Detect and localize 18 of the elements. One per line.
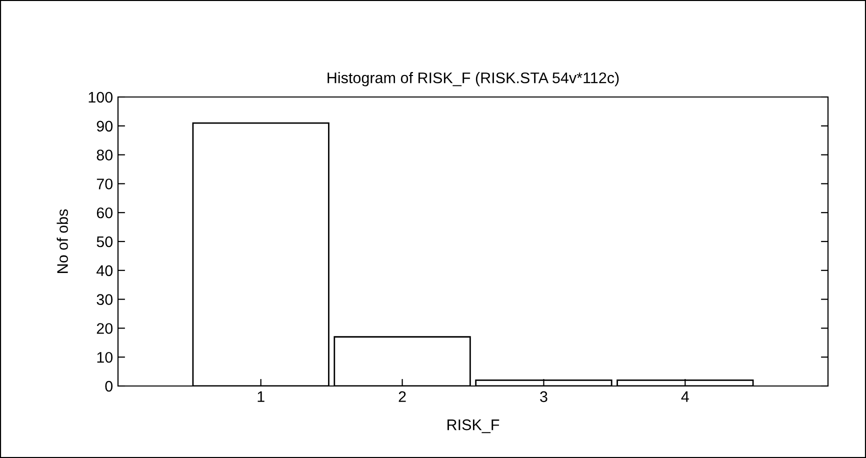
y-tick-label: 10 (97, 352, 113, 363)
y-tick-label: 20 (96, 323, 113, 334)
y-tick-label: 60 (96, 207, 113, 218)
y-tick-label: 30 (96, 294, 113, 305)
y-tick-label: 50 (96, 236, 113, 248)
y-tick-label: 100 (88, 92, 113, 103)
x-tick-label: 1 (258, 391, 264, 402)
y-tick-label: 0 (105, 380, 113, 392)
y-tick-label: 90 (96, 120, 113, 132)
x-tick-label: 2 (398, 391, 406, 402)
x-tick-label: 4 (681, 391, 689, 402)
x-axis-title: RISK_F (448, 419, 500, 434)
chart-title: Histogram of RISK_F (RISK.STA 54v*112c) (328, 72, 619, 86)
x-tick-label: 3 (540, 391, 548, 402)
y-tick-label: 80 (96, 150, 113, 160)
y-axis-title: No of obs (56, 209, 68, 273)
y-tick-label: 70 (96, 178, 113, 190)
y-tick-label: 40 (96, 265, 113, 276)
